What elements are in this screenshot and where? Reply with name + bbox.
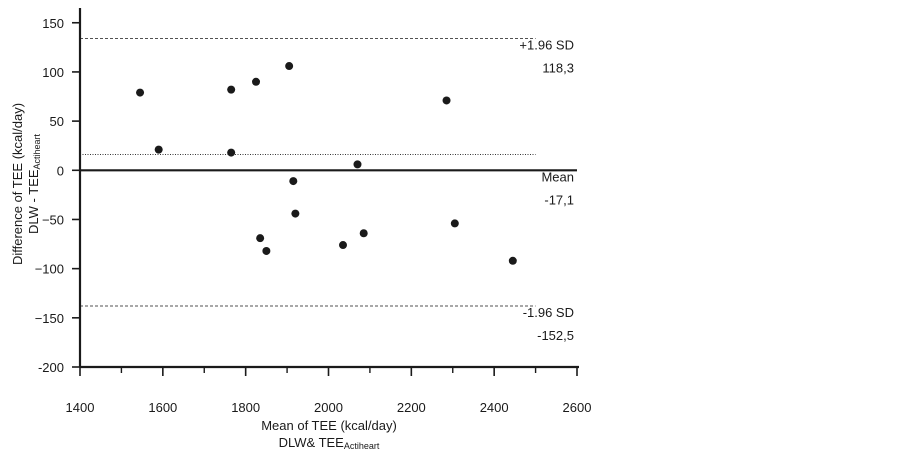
data-point: [227, 85, 236, 94]
x-axis-subtitle: DLW& TEEActiheart: [279, 435, 380, 451]
y-tick-label: −50: [42, 212, 64, 227]
x-tick-label: 1600: [148, 400, 177, 415]
y-tick-label: 100: [42, 65, 64, 80]
data-point: [227, 148, 236, 157]
x-tick-label: 1400: [66, 400, 95, 415]
data-point: [262, 246, 271, 255]
y-axis-title: Difference of TEE (kcal/day): [10, 103, 25, 265]
y-tick-label: -200: [38, 360, 64, 375]
reference-line-label: Mean: [541, 169, 574, 184]
y-tick-label: 0: [57, 163, 64, 178]
data-point: [256, 234, 265, 243]
x-tick-label: 1800: [231, 400, 260, 415]
reference-line-label: +1.96 SD: [519, 37, 574, 52]
y-tick-label: 150: [42, 16, 64, 31]
y-tick-label: −150: [35, 311, 64, 326]
data-point: [291, 209, 300, 218]
reference-line-label: -1.96 SD: [523, 305, 574, 320]
data-point: [289, 177, 298, 186]
annotations: +1.96 SD 118,3 Mean -17,1 -1.96 SD -152,5: [519, 37, 574, 343]
data-point: [353, 160, 362, 169]
ticks: -200 −150 −100 −50 0 50 100 150 1400 1600 1800 2000…: [35, 16, 592, 415]
data-point: [252, 77, 261, 86]
reference-line-value: -152,5: [537, 328, 574, 343]
data-point: [450, 219, 459, 228]
data-point: [442, 96, 451, 105]
data-point: [359, 229, 368, 238]
y-tick-label: 50: [50, 114, 64, 129]
reference-lines: [80, 38, 577, 307]
reference-line-value: -17,1: [544, 192, 574, 207]
data-point: [285, 62, 294, 71]
data-points: [136, 62, 517, 265]
data-point: [154, 145, 163, 154]
y-tick-label: −100: [35, 262, 64, 277]
x-tick-label: 2600: [563, 400, 592, 415]
data-point: [136, 88, 145, 97]
x-tick-label: 2400: [480, 400, 509, 415]
data-point: [508, 256, 517, 265]
data-point: [338, 241, 347, 250]
x-tick-label: 2000: [314, 400, 343, 415]
reference-line-value: 118,3: [542, 60, 574, 75]
axes: [78, 8, 579, 369]
y-axis-subscript: Actiheart: [32, 133, 42, 169]
x-axis-subscript: Actiheart: [344, 441, 380, 451]
x-axis-title: Mean of TEE (kcal/day): [261, 418, 397, 433]
y-axis-subtitle: DLW - TEEActiheart: [26, 133, 42, 234]
x-tick-label: 2200: [397, 400, 426, 415]
